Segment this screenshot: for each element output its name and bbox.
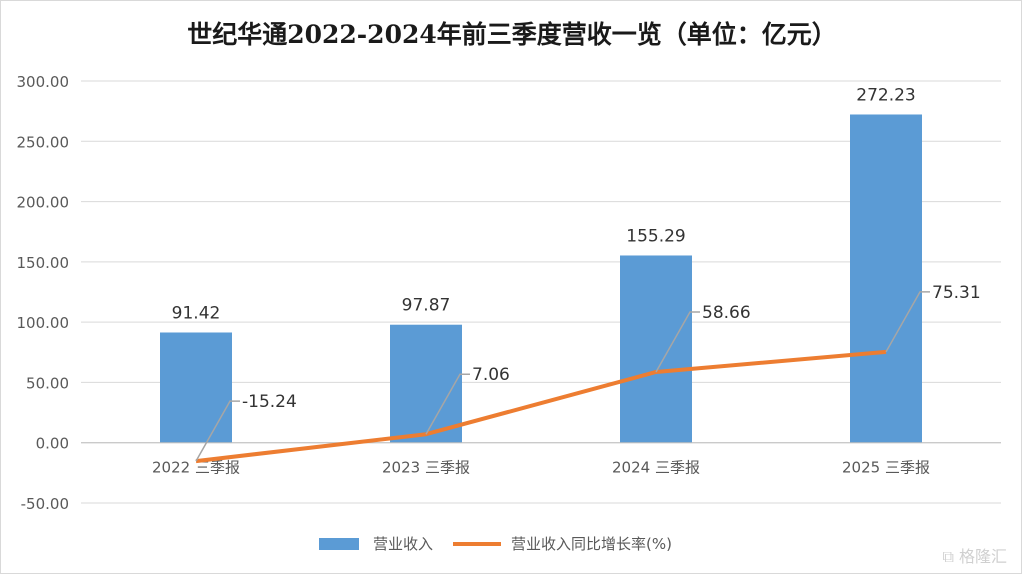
bar-data-label: 272.23 bbox=[856, 85, 915, 105]
y-tick-label: 200.00 bbox=[17, 194, 70, 212]
y-tick-label: 300.00 bbox=[17, 73, 70, 91]
x-tick-label: 2025 三季报 bbox=[842, 459, 930, 477]
leader-line bbox=[195, 400, 240, 462]
bar bbox=[850, 114, 922, 443]
leader-line bbox=[655, 311, 700, 373]
leader-line bbox=[885, 291, 930, 353]
watermark-logo: ⧉ 格隆汇 bbox=[942, 547, 1007, 566]
legend-bar-swatch bbox=[319, 538, 359, 550]
x-tick-label: 2023 三季报 bbox=[382, 459, 470, 477]
bar-data-label: 97.87 bbox=[402, 296, 451, 316]
bar bbox=[620, 255, 692, 443]
x-tick-label: 2022 三季报 bbox=[152, 459, 240, 477]
y-tick-label: 150.00 bbox=[17, 254, 70, 272]
y-tick-label: 0.00 bbox=[36, 435, 69, 453]
bar bbox=[390, 324, 462, 443]
legend-line-label: 营业收入同比增长率(%) bbox=[511, 535, 672, 553]
watermark-text: 格隆汇 bbox=[958, 547, 1007, 566]
line-data-label: -15.24 bbox=[242, 392, 297, 412]
chart-title: 世纪华通2022-2024年前三季度营收一览（单位：亿元） bbox=[187, 20, 837, 49]
growth-line bbox=[195, 349, 887, 464]
y-tick-label: 100.00 bbox=[17, 314, 70, 332]
y-tick-label: 50.00 bbox=[26, 374, 69, 392]
bar-data-label: 155.29 bbox=[626, 226, 685, 246]
y-tick-label: -50.00 bbox=[21, 495, 69, 513]
line-data-label: 75.31 bbox=[932, 283, 981, 303]
y-tick-label: 250.00 bbox=[17, 133, 70, 151]
bar bbox=[160, 332, 232, 443]
bar-data-label: 91.42 bbox=[172, 303, 221, 323]
legend-bar-label: 营业收入 bbox=[373, 535, 433, 553]
line-data-label: 58.66 bbox=[702, 303, 751, 323]
x-tick-label: 2024 三季报 bbox=[612, 459, 700, 477]
leader-line bbox=[425, 373, 470, 435]
line-data-label: 7.06 bbox=[472, 365, 510, 385]
